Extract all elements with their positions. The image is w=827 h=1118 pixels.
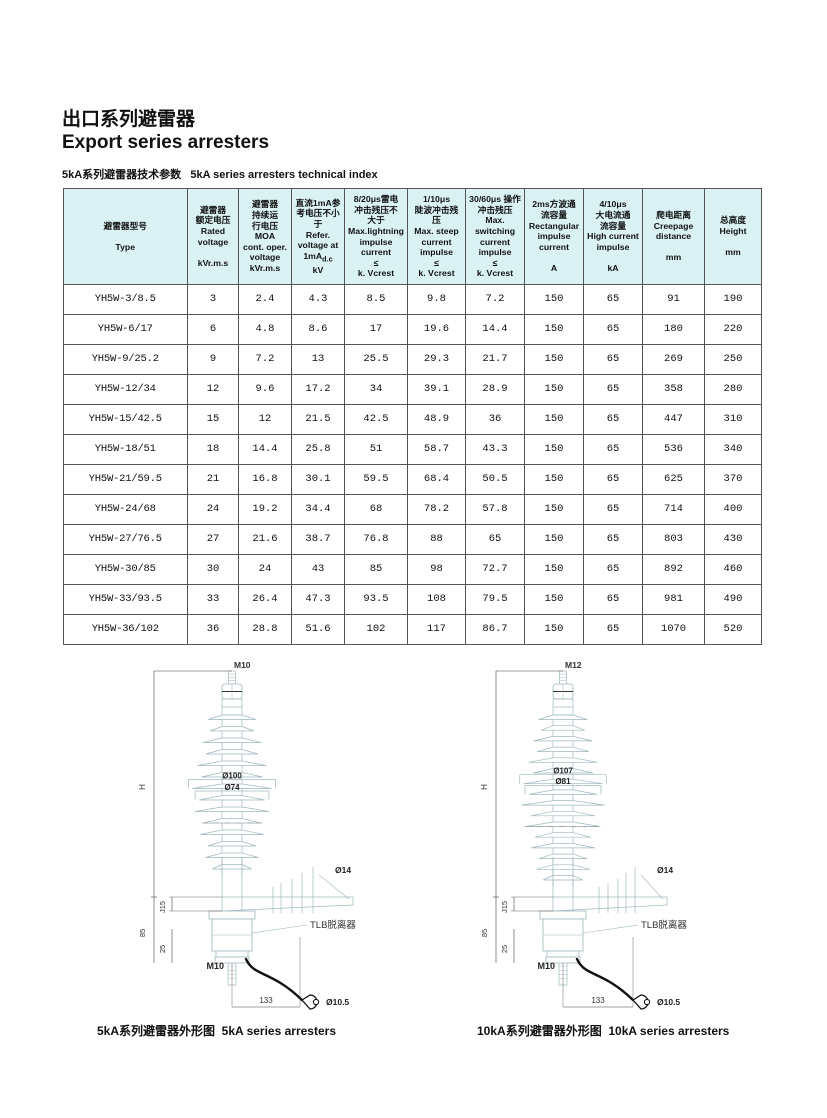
svg-text:Ø10.5: Ø10.5 bbox=[657, 997, 680, 1007]
svg-text:133: 133 bbox=[259, 996, 273, 1005]
svg-text:Ø81: Ø81 bbox=[555, 777, 571, 786]
svg-text:H: H bbox=[138, 784, 147, 790]
svg-text:TLB脱离器: TLB脱离器 bbox=[310, 919, 356, 931]
svg-text:M10: M10 bbox=[206, 961, 224, 971]
svg-text:85: 85 bbox=[480, 929, 489, 937]
svg-text:Ø14: Ø14 bbox=[335, 865, 351, 875]
svg-text:Ø107: Ø107 bbox=[553, 767, 573, 776]
svg-text:M12: M12 bbox=[565, 660, 582, 670]
svg-text:133: 133 bbox=[591, 996, 605, 1005]
svg-text:25: 25 bbox=[158, 945, 167, 953]
svg-text:Ø74: Ø74 bbox=[224, 783, 240, 792]
svg-text:25: 25 bbox=[500, 945, 509, 953]
svg-text:Ø14: Ø14 bbox=[657, 865, 673, 875]
svg-text:J15: J15 bbox=[500, 901, 509, 913]
svg-text:TLB脱离器: TLB脱离器 bbox=[641, 919, 687, 931]
svg-text:J15: J15 bbox=[158, 901, 167, 913]
svg-text:Ø10.5: Ø10.5 bbox=[326, 997, 349, 1007]
svg-text:H: H bbox=[480, 784, 489, 790]
svg-text:85: 85 bbox=[138, 929, 147, 937]
svg-text:Ø100: Ø100 bbox=[222, 771, 242, 780]
svg-text:M10: M10 bbox=[537, 961, 555, 971]
svg-text:M10: M10 bbox=[234, 660, 251, 670]
